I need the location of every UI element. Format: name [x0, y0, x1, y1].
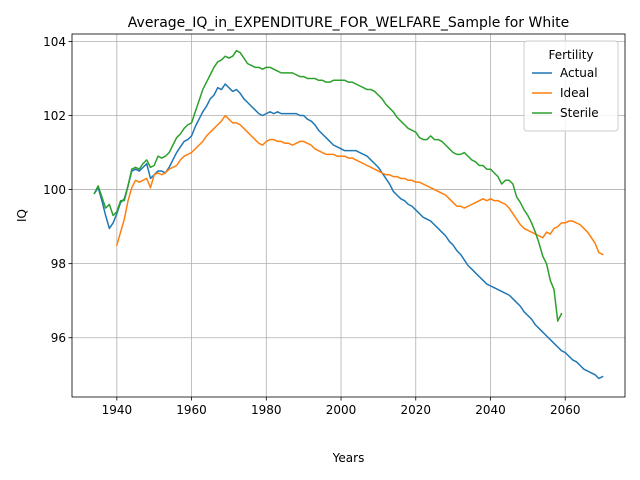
- y-axis: 96 98 100 102 104: [43, 35, 72, 345]
- chart-title: Average_IQ_in_EXPENDITURE_FOR_WELFARE_Sa…: [128, 15, 569, 31]
- y-tick-label: 96: [51, 331, 66, 345]
- series-line-actual: [93, 83, 604, 380]
- legend-label-sterile: Sterile: [560, 106, 599, 120]
- y-tick-label: 102: [43, 109, 66, 123]
- x-tick-label: 2060: [550, 403, 581, 417]
- x-axis-label: Years: [332, 451, 365, 465]
- legend-title: Fertility: [548, 48, 593, 62]
- x-tick-label: 1960: [176, 403, 207, 417]
- x-tick-label: 2000: [326, 403, 357, 417]
- x-tick-label: 2040: [475, 403, 506, 417]
- plot-frame: [71, 33, 626, 398]
- series-line-ideal: [115, 114, 604, 256]
- legend-items: Actual Ideal Sterile: [532, 66, 599, 120]
- y-axis-label: IQ: [15, 209, 29, 222]
- legend: Fertility Actual Ideal Sterile: [523, 40, 619, 132]
- legend-label-actual: Actual: [560, 66, 598, 80]
- x-axis: 1940 1960 1980 2000 2020 2040 2060: [102, 397, 581, 417]
- y-tick-label: 98: [51, 257, 66, 271]
- series-lines: [93, 49, 604, 380]
- legend-label-ideal: Ideal: [560, 86, 589, 100]
- x-tick-label: 1940: [102, 403, 133, 417]
- y-tick-label: 104: [43, 35, 66, 49]
- series-line-sterile: [93, 49, 563, 322]
- x-tick-label: 1980: [251, 403, 282, 417]
- x-tick-label: 2020: [400, 403, 431, 417]
- y-tick-label: 100: [43, 183, 66, 197]
- legend-box: [523, 40, 619, 132]
